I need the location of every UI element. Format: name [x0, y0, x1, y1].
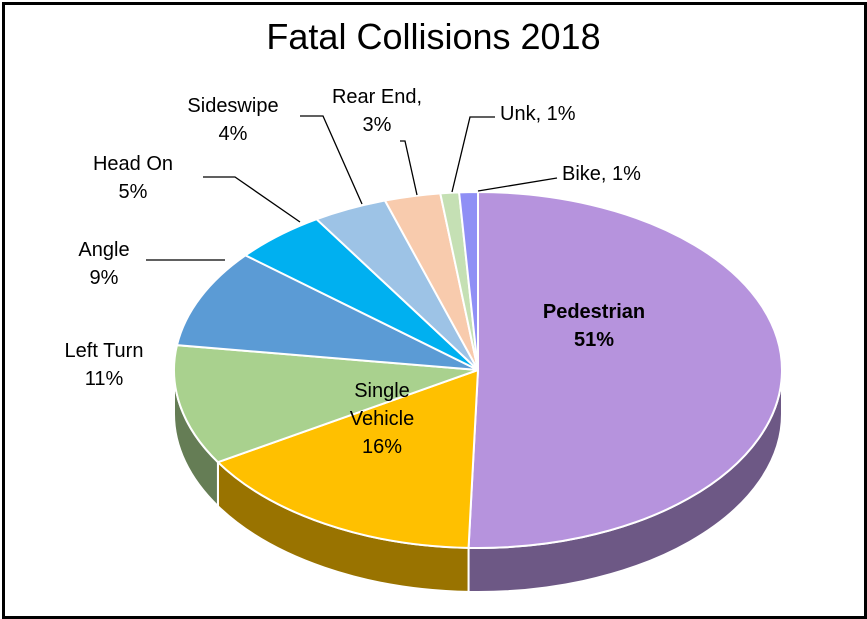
leader-line-sideswipe	[300, 115, 363, 205]
data-label-sideswipe: Sideswipe 4%	[187, 95, 278, 145]
leader-line-head-on	[203, 176, 301, 223]
slice-left-turn[interactable]	[173, 344, 479, 464]
leader-line-bike	[477, 177, 558, 192]
data-label-angle: Angle 9%	[78, 239, 129, 289]
slice-bike[interactable]	[457, 190, 479, 371]
data-label-left-turn: Left Turn 11%	[65, 340, 144, 390]
data-label-rear-end: Rear End, 3%	[332, 86, 422, 136]
data-label-unk: Unk, 1%	[500, 103, 576, 125]
slice-pedestrian[interactable]	[467, 190, 783, 549]
data-labels: Pedestrian 51% Single Vehicle 16% Left Turn 11…	[65, 86, 646, 458]
pie-slices	[173, 190, 783, 549]
data-label-pedestrian: Pedestrian 51%	[543, 301, 645, 351]
chart-title: Fatal Collisions 2018	[266, 16, 601, 57]
data-label-single-vehicle: Single Vehicle 16%	[350, 380, 415, 458]
leader-line-unk	[451, 116, 495, 193]
slice-single-vehicle[interactable]	[216, 368, 480, 549]
data-label-head-on: Head On 5%	[93, 153, 173, 203]
leader-line-rear-end	[400, 140, 418, 196]
data-label-bike: Bike, 1%	[562, 163, 641, 185]
slice-angle[interactable]	[175, 254, 479, 371]
